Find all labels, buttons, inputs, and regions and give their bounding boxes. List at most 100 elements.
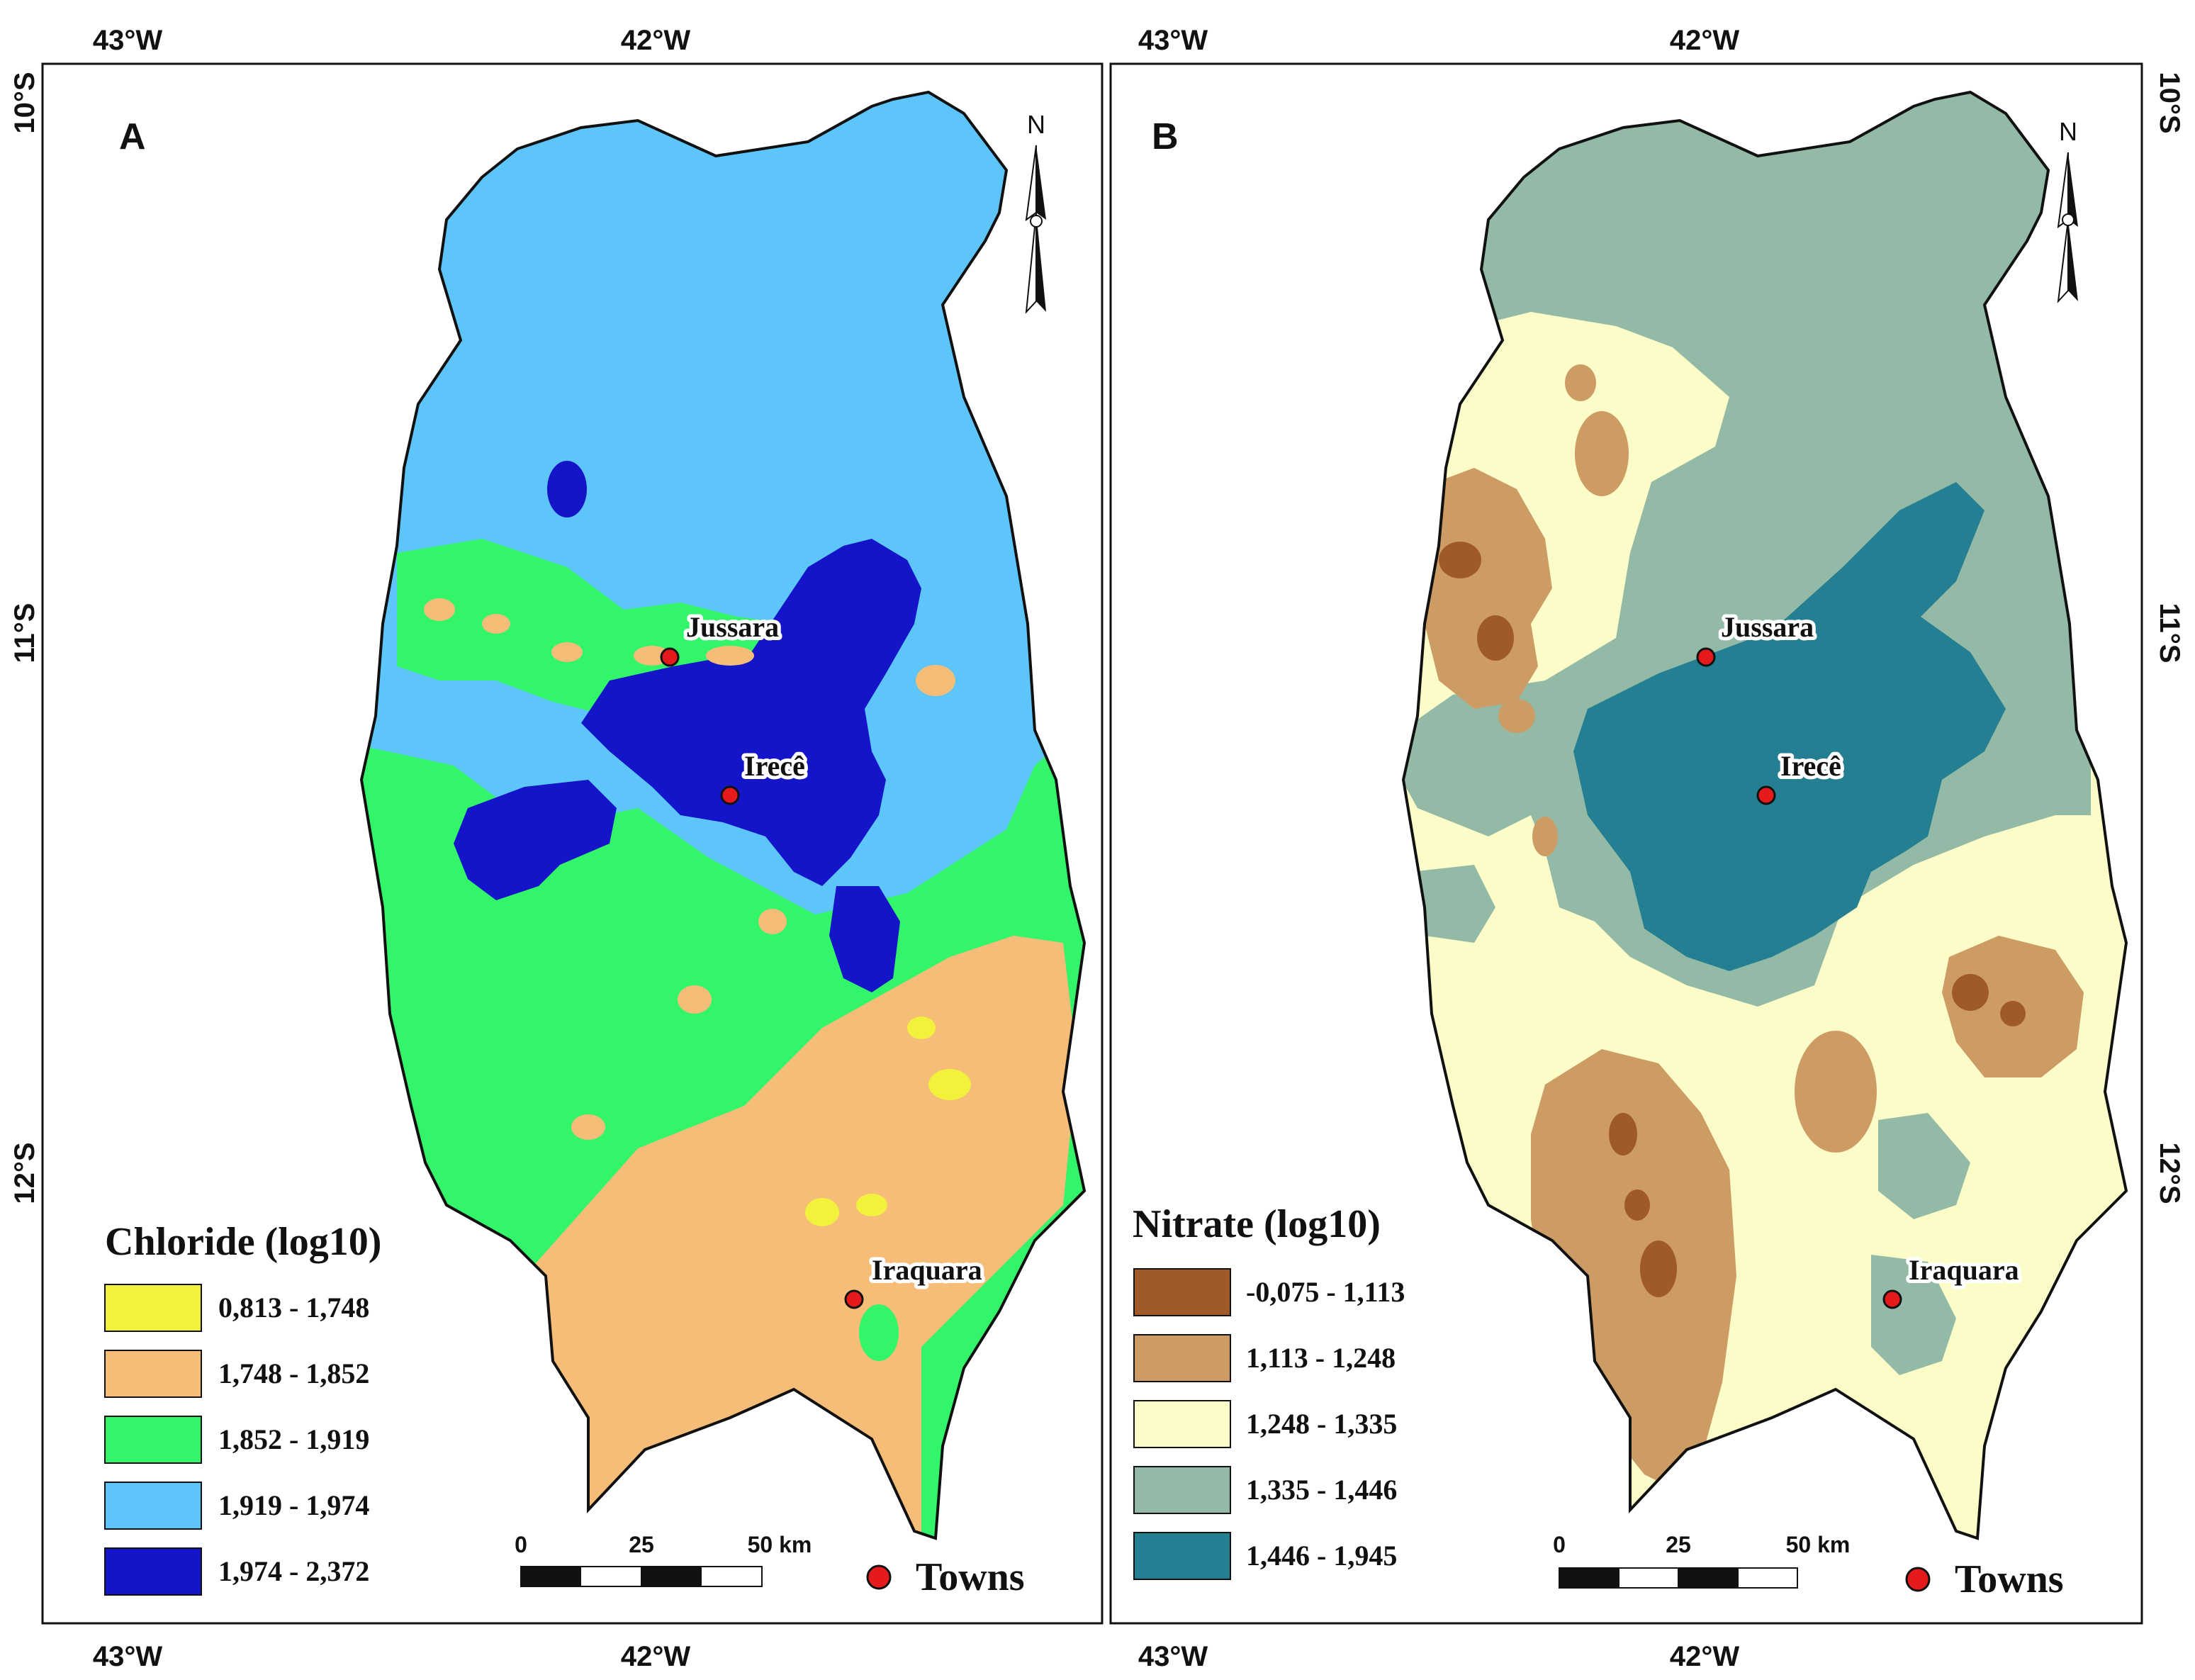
town-marker-jussara-b: [1696, 647, 1716, 667]
scale-bar-a: 0 25 50 km: [515, 1532, 812, 1587]
nitrate-zone-low-west: [1418, 468, 1552, 709]
lon-label-43w-bottom-b: 43°W: [1138, 1641, 1208, 1672]
chloride-spot: [856, 1194, 887, 1216]
legend-label-a-2: 1,852 - 1,919: [218, 1423, 369, 1455]
lat-label-11s-a: 11°S: [9, 603, 40, 663]
scale-segment: [1618, 1567, 1679, 1589]
scale-label-50-a: 50 km: [748, 1532, 812, 1557]
legend-label-b-4: 1,446 - 1,945: [1246, 1540, 1397, 1572]
nitrate-zone-low-center: [1795, 1031, 1877, 1153]
nitrate-zone-west-patch: [1410, 865, 1495, 943]
chloride-spot: [551, 642, 583, 662]
scale-segment: [580, 1566, 642, 1587]
towns-a: Jussara Irecê Iraquara: [660, 607, 986, 1309]
nitrate-zone-iraquara-patch: [1871, 1255, 1956, 1375]
legend-label-a-3: 1,919 - 1,974: [218, 1489, 369, 1521]
legend-swatch-a-3: [104, 1482, 202, 1530]
lat-label-12s-a: 12°S: [9, 1142, 40, 1204]
chloride-zone-high-north: [547, 461, 587, 517]
scale-segment: [700, 1566, 763, 1587]
chloride-zone-high-south: [829, 886, 900, 992]
scale-segment: [520, 1566, 581, 1587]
legend-swatch-b-4: [1133, 1532, 1231, 1580]
nitrate-zone-very-low: [1640, 1241, 1677, 1297]
lat-label-10s-b: 10°S: [2154, 72, 2185, 133]
scale-label-50-b: 50 km: [1786, 1532, 1851, 1557]
lon-label-43w-top-b: 43°W: [1138, 25, 1208, 56]
north-arrow-icon: [1030, 215, 1043, 228]
legend-label-b-0: -0,075 - 1,113: [1246, 1276, 1405, 1308]
towns-legend-a: Towns: [866, 1555, 1025, 1599]
legend-b: Nitrate (log10) -0,075 - 1,113 1,113 - 1…: [1133, 1202, 1405, 1580]
town-label-irece-a: Irecê: [744, 750, 805, 782]
legend-label-a-0: 0,813 - 1,748: [218, 1292, 369, 1323]
chloride-spot: [916, 665, 955, 696]
legend-swatch-b-0: [1133, 1268, 1231, 1316]
nitrate-zone-very-low: [2000, 1001, 2026, 1026]
lon-label-42w-bottom-a: 42°W: [621, 1641, 690, 1672]
legend-a: Chloride (log10) 0,813 - 1,748 1,748 - 1…: [104, 1220, 381, 1596]
north-arrow-icon: [2068, 220, 2078, 301]
legend-title-b: Nitrate (log10): [1133, 1202, 1381, 1246]
scale-bar-b: 0 25 50 km: [1553, 1532, 1851, 1589]
scale-segment: [641, 1566, 702, 1587]
scale-label-0-b: 0: [1553, 1532, 1566, 1557]
panel-letter-b: B: [1152, 116, 1179, 157]
north-arrow-b: N: [2057, 117, 2078, 303]
scale-segment: [1678, 1567, 1739, 1589]
town-label-irece-b: Irecê: [1780, 750, 1841, 782]
lat-label-11s-b: 11°S: [2154, 603, 2185, 663]
town-label-jussara-a: Jussara: [686, 611, 779, 643]
chloride-zone-high: [581, 539, 921, 886]
panel-a: A 43°W 42°W 43°W 42°W 10°S 11°S 12°S N J…: [9, 25, 1104, 1672]
chloride-zone-high-west: [454, 780, 617, 900]
lon-label-43w-top-a: 43°W: [93, 25, 162, 56]
north-arrow-icon: [1036, 145, 1046, 220]
legend-swatch-a-0: [104, 1284, 202, 1332]
towns-legend-b: Towns: [1905, 1557, 2064, 1601]
nitrate-zone-very-low: [1609, 1113, 1637, 1155]
lon-label-42w-top-a: 42°W: [621, 25, 690, 56]
nitrate-zone-very-low: [1477, 615, 1514, 661]
lon-label-42w-bottom-b: 42°W: [1670, 1641, 1739, 1672]
towns-b: Jussara Irecê Iraquara: [1696, 607, 2023, 1309]
chloride-spot: [424, 598, 455, 621]
north-arrow-icon: [2068, 152, 2078, 227]
town-label-jussara-b: Jussara: [1721, 611, 1814, 643]
legend-title-a: Chloride (log10): [105, 1220, 381, 1264]
scale-segment: [1559, 1567, 1619, 1589]
town-marker-irece-a: [720, 785, 740, 805]
panel-letter-a: A: [119, 116, 146, 157]
scale-label-25-a: 25: [629, 1532, 654, 1557]
town-label-iraquara-b: Iraquara: [1909, 1254, 2019, 1286]
town-marker-jussara-a: [660, 647, 680, 667]
nitrate-zone-low-west-3: [1532, 817, 1558, 856]
lat-label-12s-b: 12°S: [2154, 1142, 2185, 1204]
towns-legend-marker-b: [1905, 1567, 1931, 1592]
chloride-spot: [706, 646, 754, 666]
scale-label-0-a: 0: [515, 1532, 527, 1557]
towns-legend-label-a: Towns: [916, 1555, 1025, 1599]
nitrate-zone-low-north-2: [1565, 364, 1596, 401]
legend-swatch-b-3: [1133, 1466, 1231, 1514]
nitrate-zone-high: [1573, 482, 2006, 971]
chloride-spot: [571, 1114, 605, 1140]
lat-label-10s-a: 10°S: [9, 72, 40, 133]
chloride-spot: [859, 1304, 899, 1361]
chloride-spot: [678, 985, 712, 1014]
lon-label-42w-top-b: 42°W: [1670, 25, 1739, 56]
legend-swatch-a-2: [104, 1416, 202, 1464]
towns-legend-marker-a: [866, 1564, 892, 1590]
towns-legend-label-b: Towns: [1955, 1557, 2064, 1601]
legend-label-a-4: 1,974 - 2,372: [218, 1555, 369, 1587]
town-marker-irece-b: [1756, 785, 1776, 805]
legend-label-b-3: 1,335 - 1,446: [1246, 1474, 1397, 1506]
town-marker-iraquara-a: [844, 1289, 864, 1309]
chloride-spot: [928, 1069, 971, 1100]
north-arrow-a: N: [1025, 110, 1046, 314]
panel-b: B 43°W 42°W 43°W 42°W 10°S 11°S 12°S N J…: [1109, 25, 2185, 1672]
chloride-spot: [758, 909, 787, 934]
town-marker-iraquara-b: [1882, 1289, 1902, 1309]
legend-swatch-a-1: [104, 1350, 202, 1398]
